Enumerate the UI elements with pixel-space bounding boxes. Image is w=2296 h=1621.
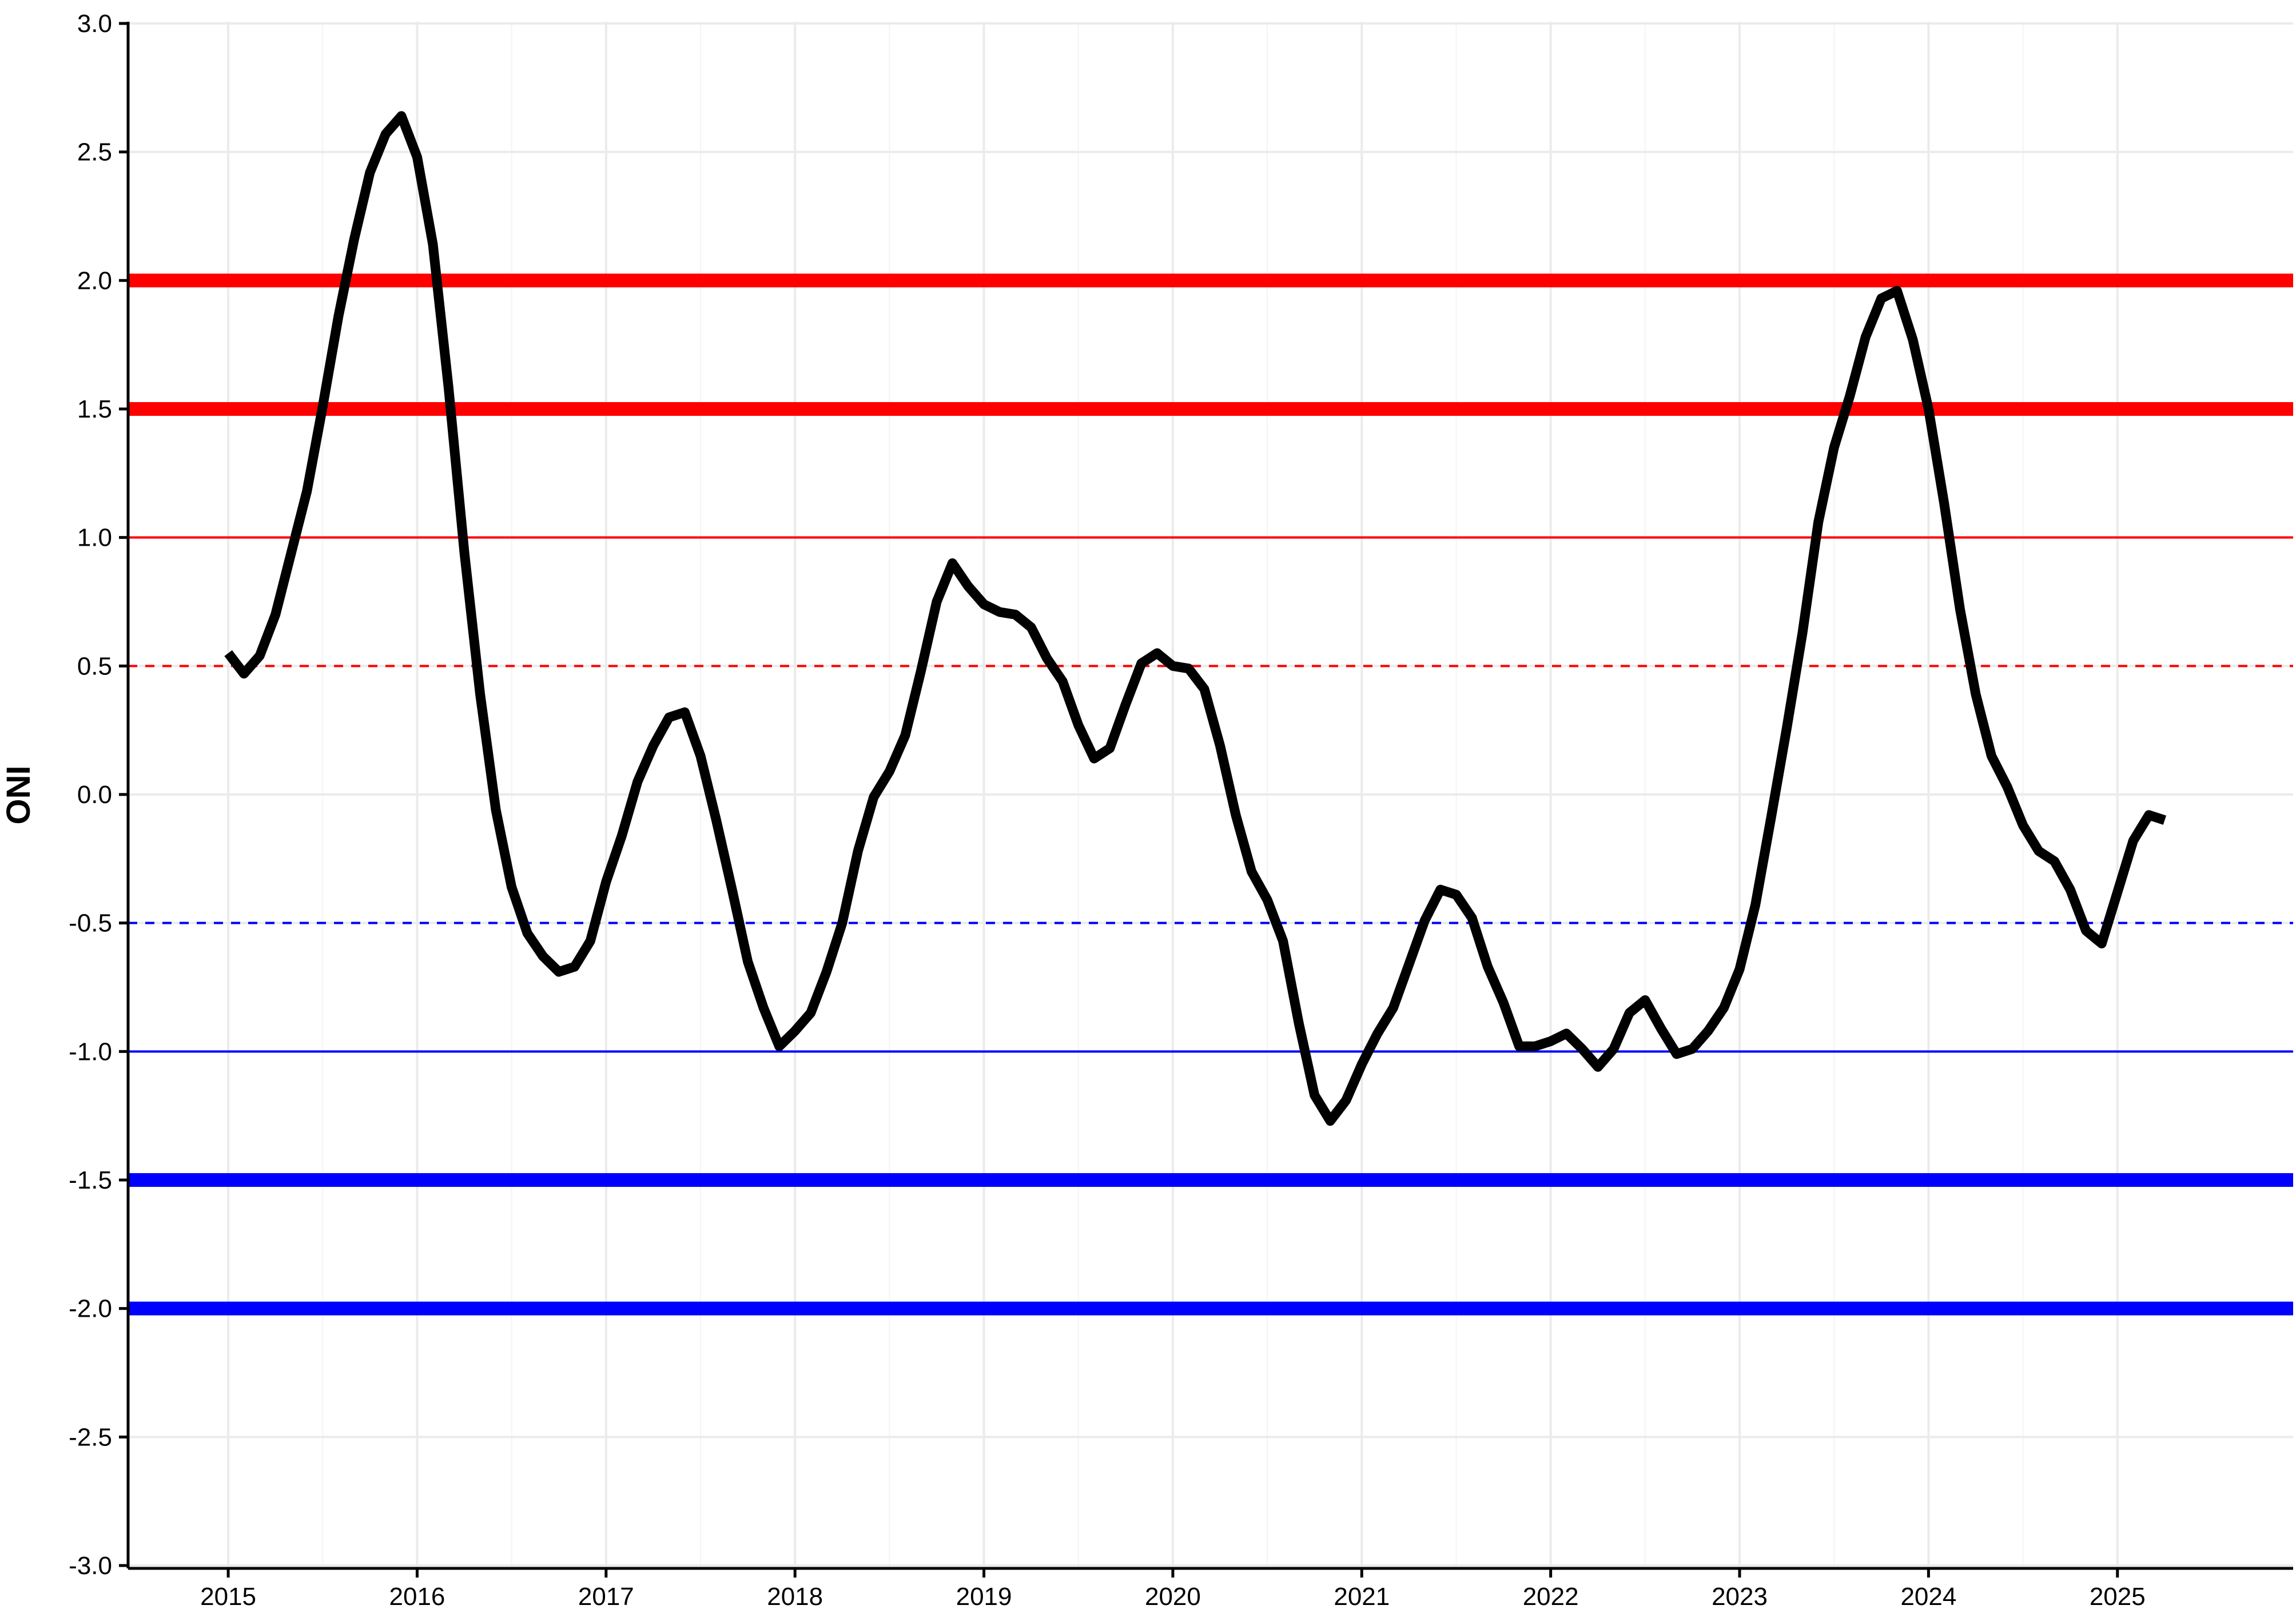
y-tick-label: 1.0	[77, 524, 112, 552]
x-tick-label: 2020	[1145, 1583, 1201, 1611]
x-ticks: 2015 2016 2017 2018 2019 2020 2021 2022 2023 2024…	[200, 1568, 2146, 1611]
x-tick-label: 2023	[1712, 1583, 1768, 1611]
y-tick-label: -1.0	[69, 1038, 112, 1066]
y-tick-label: 1.5	[77, 395, 112, 423]
y-axis-title: ONI	[0, 765, 37, 824]
x-tick-label: 2025	[2090, 1583, 2146, 1611]
y-tick-label: -2.5	[69, 1423, 112, 1451]
x-tick-label: 2019	[956, 1583, 1012, 1611]
x-tick-label: 2022	[1523, 1583, 1579, 1611]
y-tick-label: -1.5	[69, 1166, 112, 1194]
oni-series-line	[224, 111, 2167, 1126]
y-tick-label: -0.5	[69, 909, 112, 937]
x-tick-label: 2024	[1900, 1583, 1956, 1611]
y-ticks: 3.0 2.5 2.0 1.5 1.0 0.5 0.0 -0.5 -1.0 -1.5 -2.0 -2.…	[69, 10, 128, 1580]
x-tick-label: 2018	[767, 1583, 823, 1611]
y-tick-label: -2.0	[69, 1295, 112, 1323]
x-tick-label: 2021	[1334, 1583, 1390, 1611]
series-layer	[224, 111, 2167, 1126]
y-tick-label: -3.0	[69, 1552, 112, 1580]
x-tick-label: 2017	[578, 1583, 634, 1611]
x-tick-label: 2015	[200, 1583, 256, 1611]
y-tick-label: 3.0	[77, 10, 112, 38]
y-tick-label: 2.0	[77, 267, 112, 295]
y-tick-label: 2.5	[77, 138, 112, 166]
y-tick-label: 0.0	[77, 781, 112, 809]
x-tick-label: 2016	[389, 1583, 445, 1611]
y-tick-label: 0.5	[77, 652, 112, 680]
